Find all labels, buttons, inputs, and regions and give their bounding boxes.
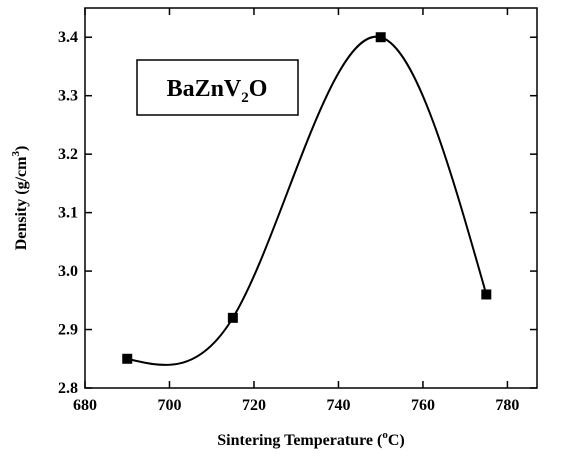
y-label-sup: 3 <box>10 151 22 157</box>
y-label-text: Density (g/cm <box>13 156 30 250</box>
annotation: BaZnV2O <box>167 76 268 106</box>
curve <box>127 35 488 366</box>
x-tick-label: 740 <box>326 397 350 414</box>
x-tick-label: 700 <box>157 397 181 414</box>
marker <box>375 32 386 43</box>
x-tick-label: 780 <box>495 397 519 414</box>
x-axis-label: Sintering Temperature (oC) <box>217 429 404 449</box>
y-axis-label: Density (g/cm3) <box>10 146 30 251</box>
y-tick-label: 3.4 <box>58 29 78 46</box>
x-label-sup: o <box>382 429 388 441</box>
annotation-sub: 2 <box>241 90 249 106</box>
x-tick-label: 680 <box>73 397 97 414</box>
y-tick-label: 2.9 <box>58 322 78 339</box>
y-label-text: ) <box>13 146 30 151</box>
y-tick-label: 2.8 <box>58 380 78 397</box>
annotation-text: O <box>249 76 268 102</box>
marker <box>481 289 492 300</box>
y-tick-label: 3.1 <box>58 205 78 222</box>
x-label-text: C) <box>388 432 405 449</box>
plot-frame <box>84 7 538 389</box>
y-tick-label: 3.2 <box>58 146 78 163</box>
y-tick-label: 3.3 <box>58 88 78 105</box>
annotation-text: BaZnV <box>167 76 242 102</box>
x-tick-label: 760 <box>411 397 435 414</box>
marker <box>122 353 133 364</box>
y-tick-label: 3.0 <box>58 263 78 280</box>
x-tick-label: 720 <box>242 397 266 414</box>
x-label-text: Sintering Temperature ( <box>217 432 382 449</box>
marker <box>227 312 238 323</box>
annotation-box <box>136 59 299 116</box>
